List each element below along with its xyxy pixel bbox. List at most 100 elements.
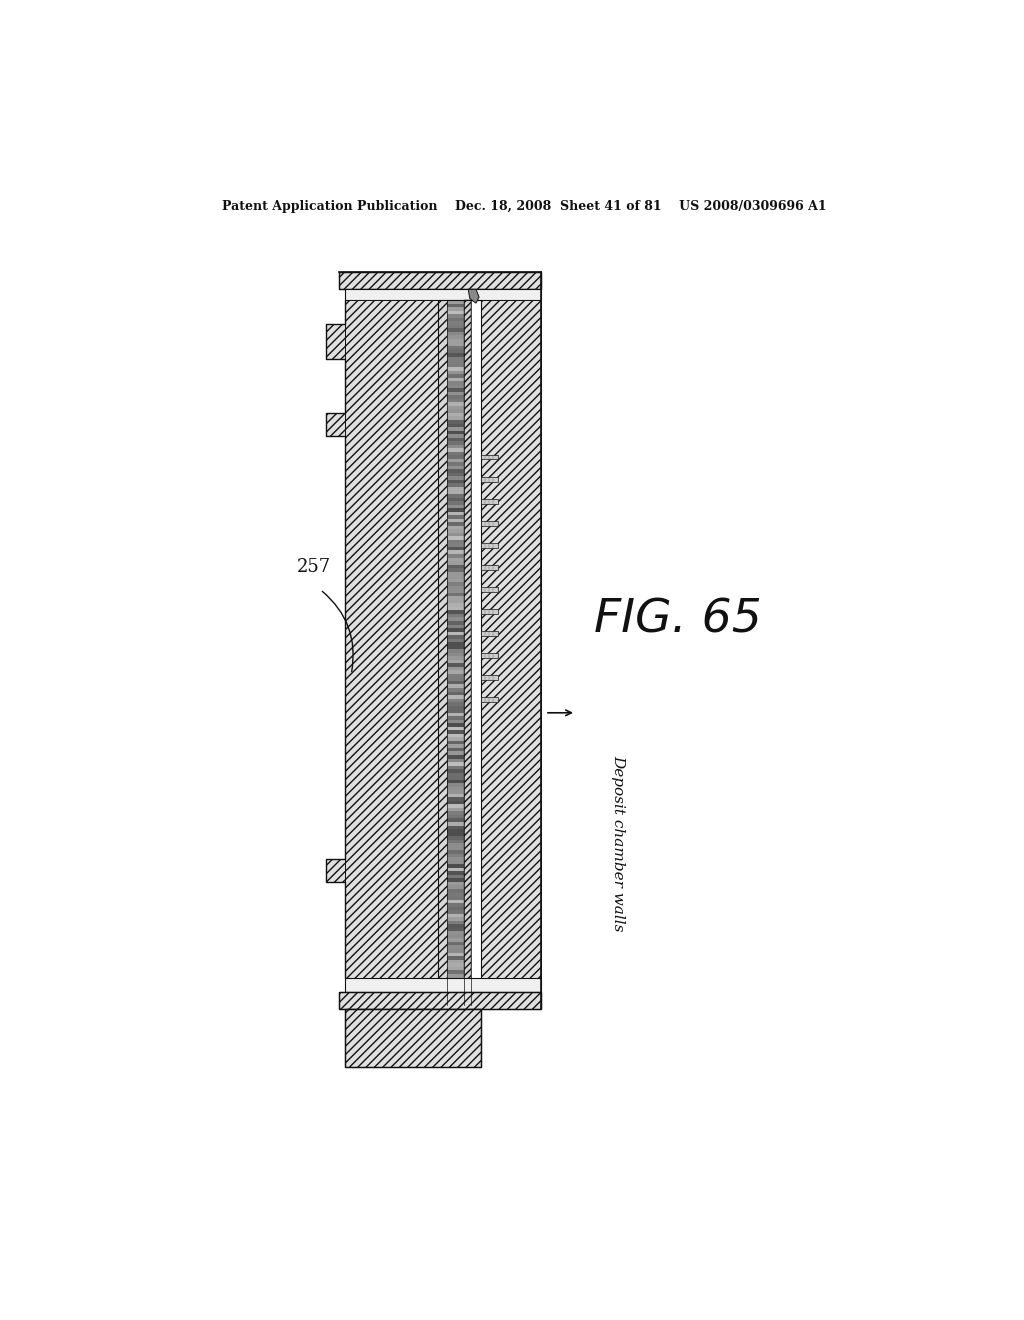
Bar (447, 924, 464, 928)
Bar (446, 363, 465, 367)
Bar (447, 843, 464, 847)
Bar (447, 801, 465, 805)
Bar (447, 987, 464, 991)
Bar (447, 494, 464, 498)
Bar (446, 519, 465, 523)
Bar (438, 300, 480, 1006)
Bar (447, 945, 464, 949)
Bar (447, 998, 464, 1002)
Bar (447, 529, 464, 533)
Bar (447, 932, 464, 936)
Bar (447, 719, 465, 723)
Bar (480, 587, 498, 591)
Bar (447, 907, 464, 911)
Bar (447, 466, 465, 470)
Bar (447, 635, 465, 639)
Bar (446, 593, 465, 597)
Bar (447, 766, 464, 770)
Bar (447, 428, 465, 430)
Bar (447, 473, 464, 477)
Bar (345, 289, 541, 300)
Bar (447, 451, 464, 455)
Bar (480, 499, 498, 503)
Bar (480, 565, 498, 570)
Bar (447, 416, 464, 420)
Bar (447, 352, 464, 356)
Bar (447, 696, 464, 700)
Bar (447, 890, 464, 892)
Bar (447, 698, 464, 702)
Bar (447, 825, 465, 829)
Bar (447, 325, 465, 329)
Bar (447, 550, 465, 554)
Bar (447, 470, 464, 474)
Bar (447, 525, 464, 529)
Bar (447, 483, 465, 487)
Bar (447, 597, 465, 601)
Bar (447, 409, 465, 413)
Bar (447, 342, 464, 346)
Bar (446, 624, 465, 628)
Text: FIG. 65: FIG. 65 (594, 598, 762, 643)
Bar (447, 420, 465, 424)
Bar (447, 964, 464, 968)
Bar (447, 935, 464, 939)
Bar (447, 829, 465, 833)
Bar (447, 441, 465, 445)
Bar (446, 970, 465, 974)
Bar (480, 477, 498, 482)
Bar (447, 455, 464, 459)
Bar (447, 378, 464, 381)
Bar (447, 770, 464, 774)
Bar (447, 911, 464, 913)
Bar (345, 1010, 480, 1067)
Bar (480, 300, 541, 1006)
Bar (447, 578, 464, 582)
Bar (447, 667, 464, 671)
Bar (327, 859, 345, 882)
Bar (447, 438, 465, 441)
Bar (446, 565, 465, 569)
Bar (447, 776, 464, 780)
Bar (339, 993, 541, 1010)
Bar (447, 921, 464, 925)
Bar (447, 991, 464, 995)
Bar (447, 939, 464, 942)
Bar (447, 677, 464, 681)
Bar (447, 491, 464, 495)
Bar (447, 413, 464, 417)
Bar (446, 688, 465, 692)
Bar (447, 614, 464, 618)
Bar (480, 610, 498, 614)
Bar (447, 568, 464, 572)
Bar (327, 436, 345, 859)
Bar (447, 586, 464, 590)
Bar (447, 399, 465, 403)
Bar (480, 653, 498, 657)
Bar (480, 543, 498, 548)
Bar (327, 412, 345, 436)
Text: Patent Application Publication    Dec. 18, 2008  Sheet 41 of 81    US 2008/03096: Patent Application Publication Dec. 18, … (222, 199, 827, 213)
Bar (446, 751, 465, 755)
Bar (446, 913, 465, 917)
Bar (447, 977, 464, 981)
Bar (446, 836, 465, 840)
Bar (446, 589, 465, 593)
Bar (447, 645, 465, 649)
Bar (446, 917, 465, 921)
Bar (447, 546, 464, 550)
Bar (446, 886, 465, 890)
Bar (447, 339, 465, 343)
Bar (447, 797, 465, 801)
Bar (446, 1002, 465, 1006)
Bar (446, 748, 465, 752)
Bar (447, 653, 464, 656)
Bar (447, 660, 465, 664)
Bar (447, 628, 465, 632)
Bar (447, 723, 464, 727)
FancyArrowPatch shape (323, 591, 353, 672)
Bar (447, 974, 465, 978)
Bar (447, 892, 465, 896)
Bar (447, 618, 464, 622)
Bar (447, 554, 465, 558)
